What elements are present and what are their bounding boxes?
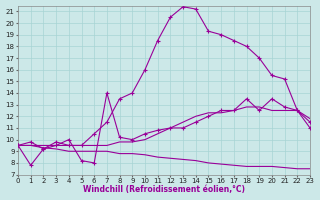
X-axis label: Windchill (Refroidissement éolien,°C): Windchill (Refroidissement éolien,°C) bbox=[83, 185, 245, 194]
